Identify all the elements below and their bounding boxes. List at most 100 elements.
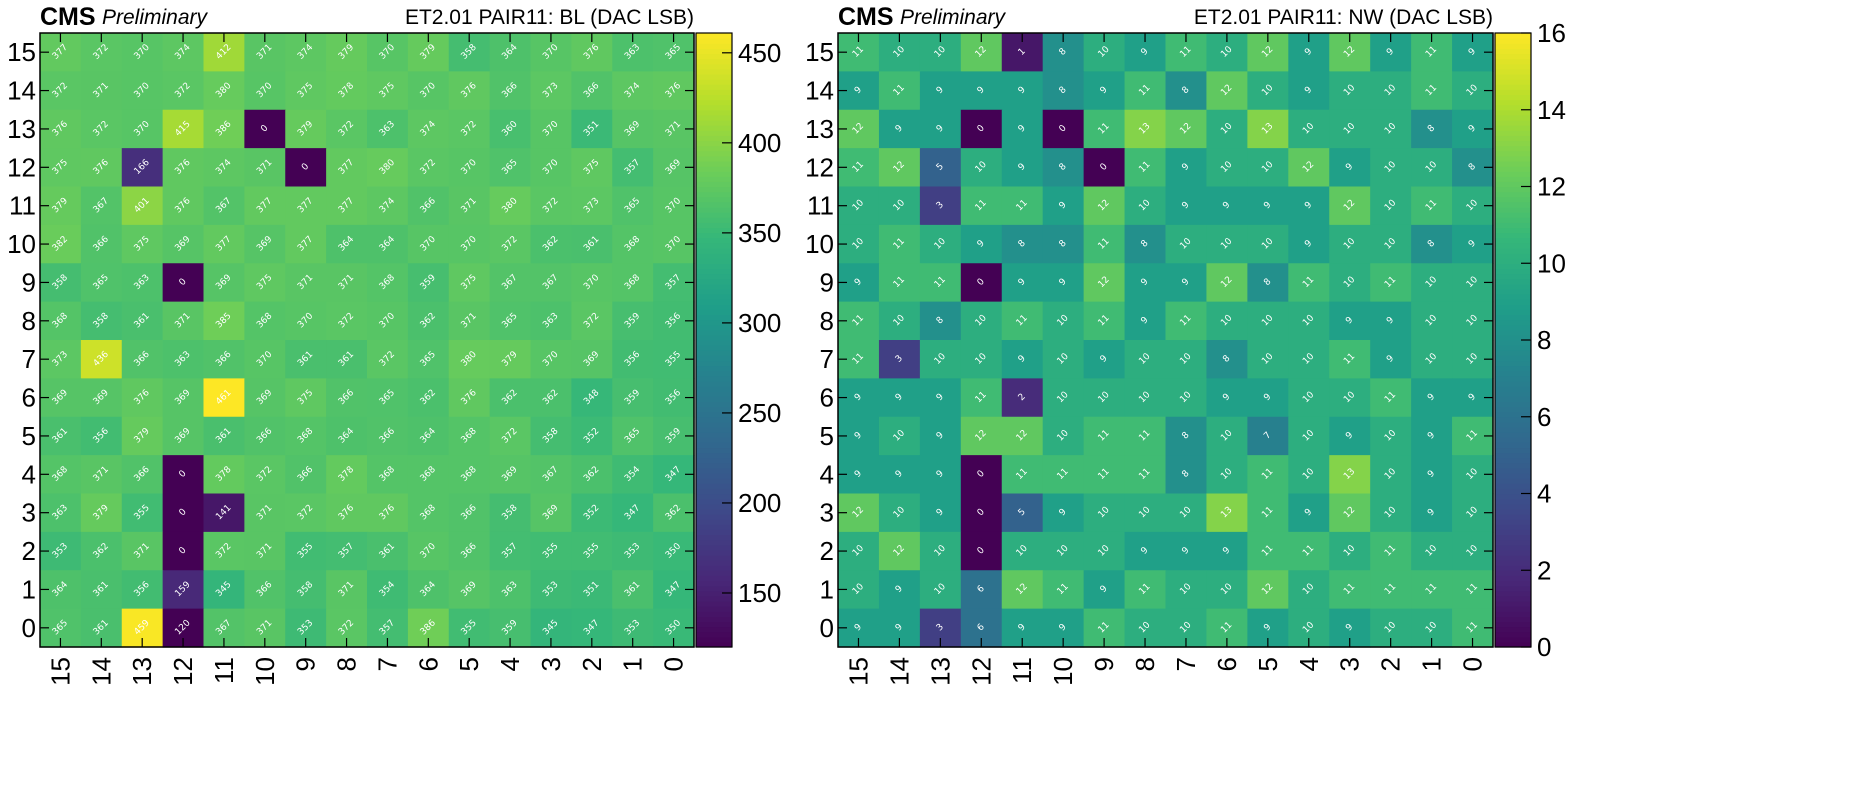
cell-value-label: 0 — [177, 507, 188, 518]
heatmap-cell — [489, 493, 532, 533]
heatmap-cell — [1247, 301, 1289, 341]
cell-value-label: 0 — [177, 545, 188, 556]
colorbar-band — [1495, 324, 1531, 331]
heatmap-cell — [244, 186, 286, 226]
heatmap-cell — [1083, 493, 1126, 533]
cell-value-label: 9 — [1467, 392, 1478, 403]
heatmap-cell — [960, 263, 1003, 303]
colorbar-band — [696, 534, 732, 541]
heatmap-cell — [571, 301, 613, 341]
colorbar-band — [1495, 227, 1531, 234]
heatmap-cell — [1206, 263, 1248, 303]
colorbar-band — [1495, 380, 1531, 387]
heatmap-cell — [1001, 378, 1044, 418]
heatmap-cell — [530, 531, 572, 571]
colorbar-band — [696, 196, 732, 203]
y-tick-label: 14 — [7, 76, 36, 106]
heatmap-cell — [919, 378, 962, 418]
cell-value-label: 0 — [976, 123, 987, 134]
heatmap-cell — [1083, 340, 1126, 379]
colorbar-band — [1495, 386, 1531, 392]
heatmap-cell — [162, 570, 205, 610]
heatmap-cell — [244, 109, 286, 149]
cell-value-label: 0 — [1099, 162, 1110, 173]
heatmap-cell — [80, 301, 123, 341]
colorbar-band — [1495, 611, 1531, 617]
colorbar-band — [1495, 273, 1531, 280]
colorbar-band — [1495, 140, 1531, 147]
heatmap-cell — [1329, 301, 1371, 341]
heatmap-cell — [1165, 224, 1208, 264]
colorbar-band — [696, 273, 732, 280]
heatmap-cell — [203, 148, 245, 188]
colorbar-tick-label: 2 — [1537, 555, 1551, 585]
heatmap-cell — [285, 71, 327, 111]
colorbar-band — [696, 524, 732, 530]
cell-value-label: 9 — [1426, 430, 1437, 441]
heatmap-cell — [203, 71, 245, 111]
heatmap-cell — [1124, 493, 1167, 533]
colorbar-band — [696, 145, 732, 152]
colorbar-band — [1495, 483, 1531, 489]
colorbar-band — [696, 345, 732, 351]
heatmap-cell — [1165, 186, 1208, 226]
x-tick-label: 6 — [413, 657, 443, 671]
colorbar-band — [1495, 524, 1531, 530]
heatmap-cell — [285, 186, 327, 226]
x-tick-label: 13 — [127, 657, 157, 686]
heatmap-cell — [1083, 186, 1126, 226]
colorbar-band — [696, 549, 732, 556]
x-tick-label: 15 — [45, 657, 75, 686]
heatmap-cell — [326, 224, 368, 264]
heatmap-cell — [80, 148, 123, 188]
cell-value-label: 5 — [935, 162, 946, 173]
colorbar-band — [696, 186, 732, 193]
heatmap-cell — [1206, 416, 1248, 456]
colorbar-band — [1495, 293, 1531, 300]
cell-value-label: 9 — [1262, 200, 1273, 211]
colorbar-band — [696, 478, 732, 484]
colorbar-band — [696, 84, 732, 90]
heatmap-cell — [326, 148, 368, 188]
cell-value-label: 0 — [976, 507, 987, 518]
colorbar-band — [1495, 109, 1531, 116]
cell-value-label: 8 — [1426, 123, 1437, 134]
colorbar-band — [1495, 636, 1531, 643]
heatmap-cell — [121, 224, 164, 264]
heatmap-cell — [1042, 263, 1085, 303]
heatmap-cell — [612, 531, 654, 571]
heatmap-cell — [448, 416, 491, 456]
heatmap-cell — [1411, 71, 1453, 111]
cell-value-label: 9 — [1303, 200, 1314, 211]
colorbar-band — [696, 299, 732, 305]
colorbar-band — [696, 99, 732, 106]
colorbar-band — [696, 171, 732, 177]
heatmap-cell — [960, 378, 1003, 418]
heatmap-cell — [1247, 378, 1289, 418]
heatmap-cell — [530, 340, 572, 379]
cell-value-label: 9 — [1262, 392, 1273, 403]
colorbar-tick-label: 14 — [1537, 95, 1566, 125]
cell-value-label: 8 — [1221, 353, 1232, 364]
y-tick-label: 2 — [22, 536, 36, 566]
cell-value-label: 9 — [1426, 392, 1437, 403]
colorbar-band — [1495, 232, 1531, 239]
heatmap-cell — [878, 301, 921, 341]
cell-value-label: 9 — [1303, 238, 1314, 249]
cell-value-label: 8 — [935, 315, 946, 326]
heatmap-bl: CMS Preliminary ET2.01 PAIR11: BL (DAC LSB… — [7, 3, 781, 686]
x-tick-label: 1 — [618, 657, 648, 671]
colorbar-band — [1495, 549, 1531, 556]
cell-value-label: 9 — [935, 123, 946, 134]
heatmap-cell — [571, 340, 613, 379]
heatmap-cell — [612, 186, 654, 226]
heatmap-cell — [1288, 416, 1330, 456]
heatmap-cell — [1001, 109, 1044, 149]
heatmap-cell — [1083, 570, 1126, 610]
heatmap-cell — [1370, 148, 1412, 188]
colorbar-band — [1495, 452, 1531, 459]
colorbar-band — [696, 104, 732, 111]
colorbar-band — [696, 166, 732, 172]
colorbar-band — [696, 38, 732, 44]
colorbar-tick-label: 12 — [1537, 172, 1566, 202]
